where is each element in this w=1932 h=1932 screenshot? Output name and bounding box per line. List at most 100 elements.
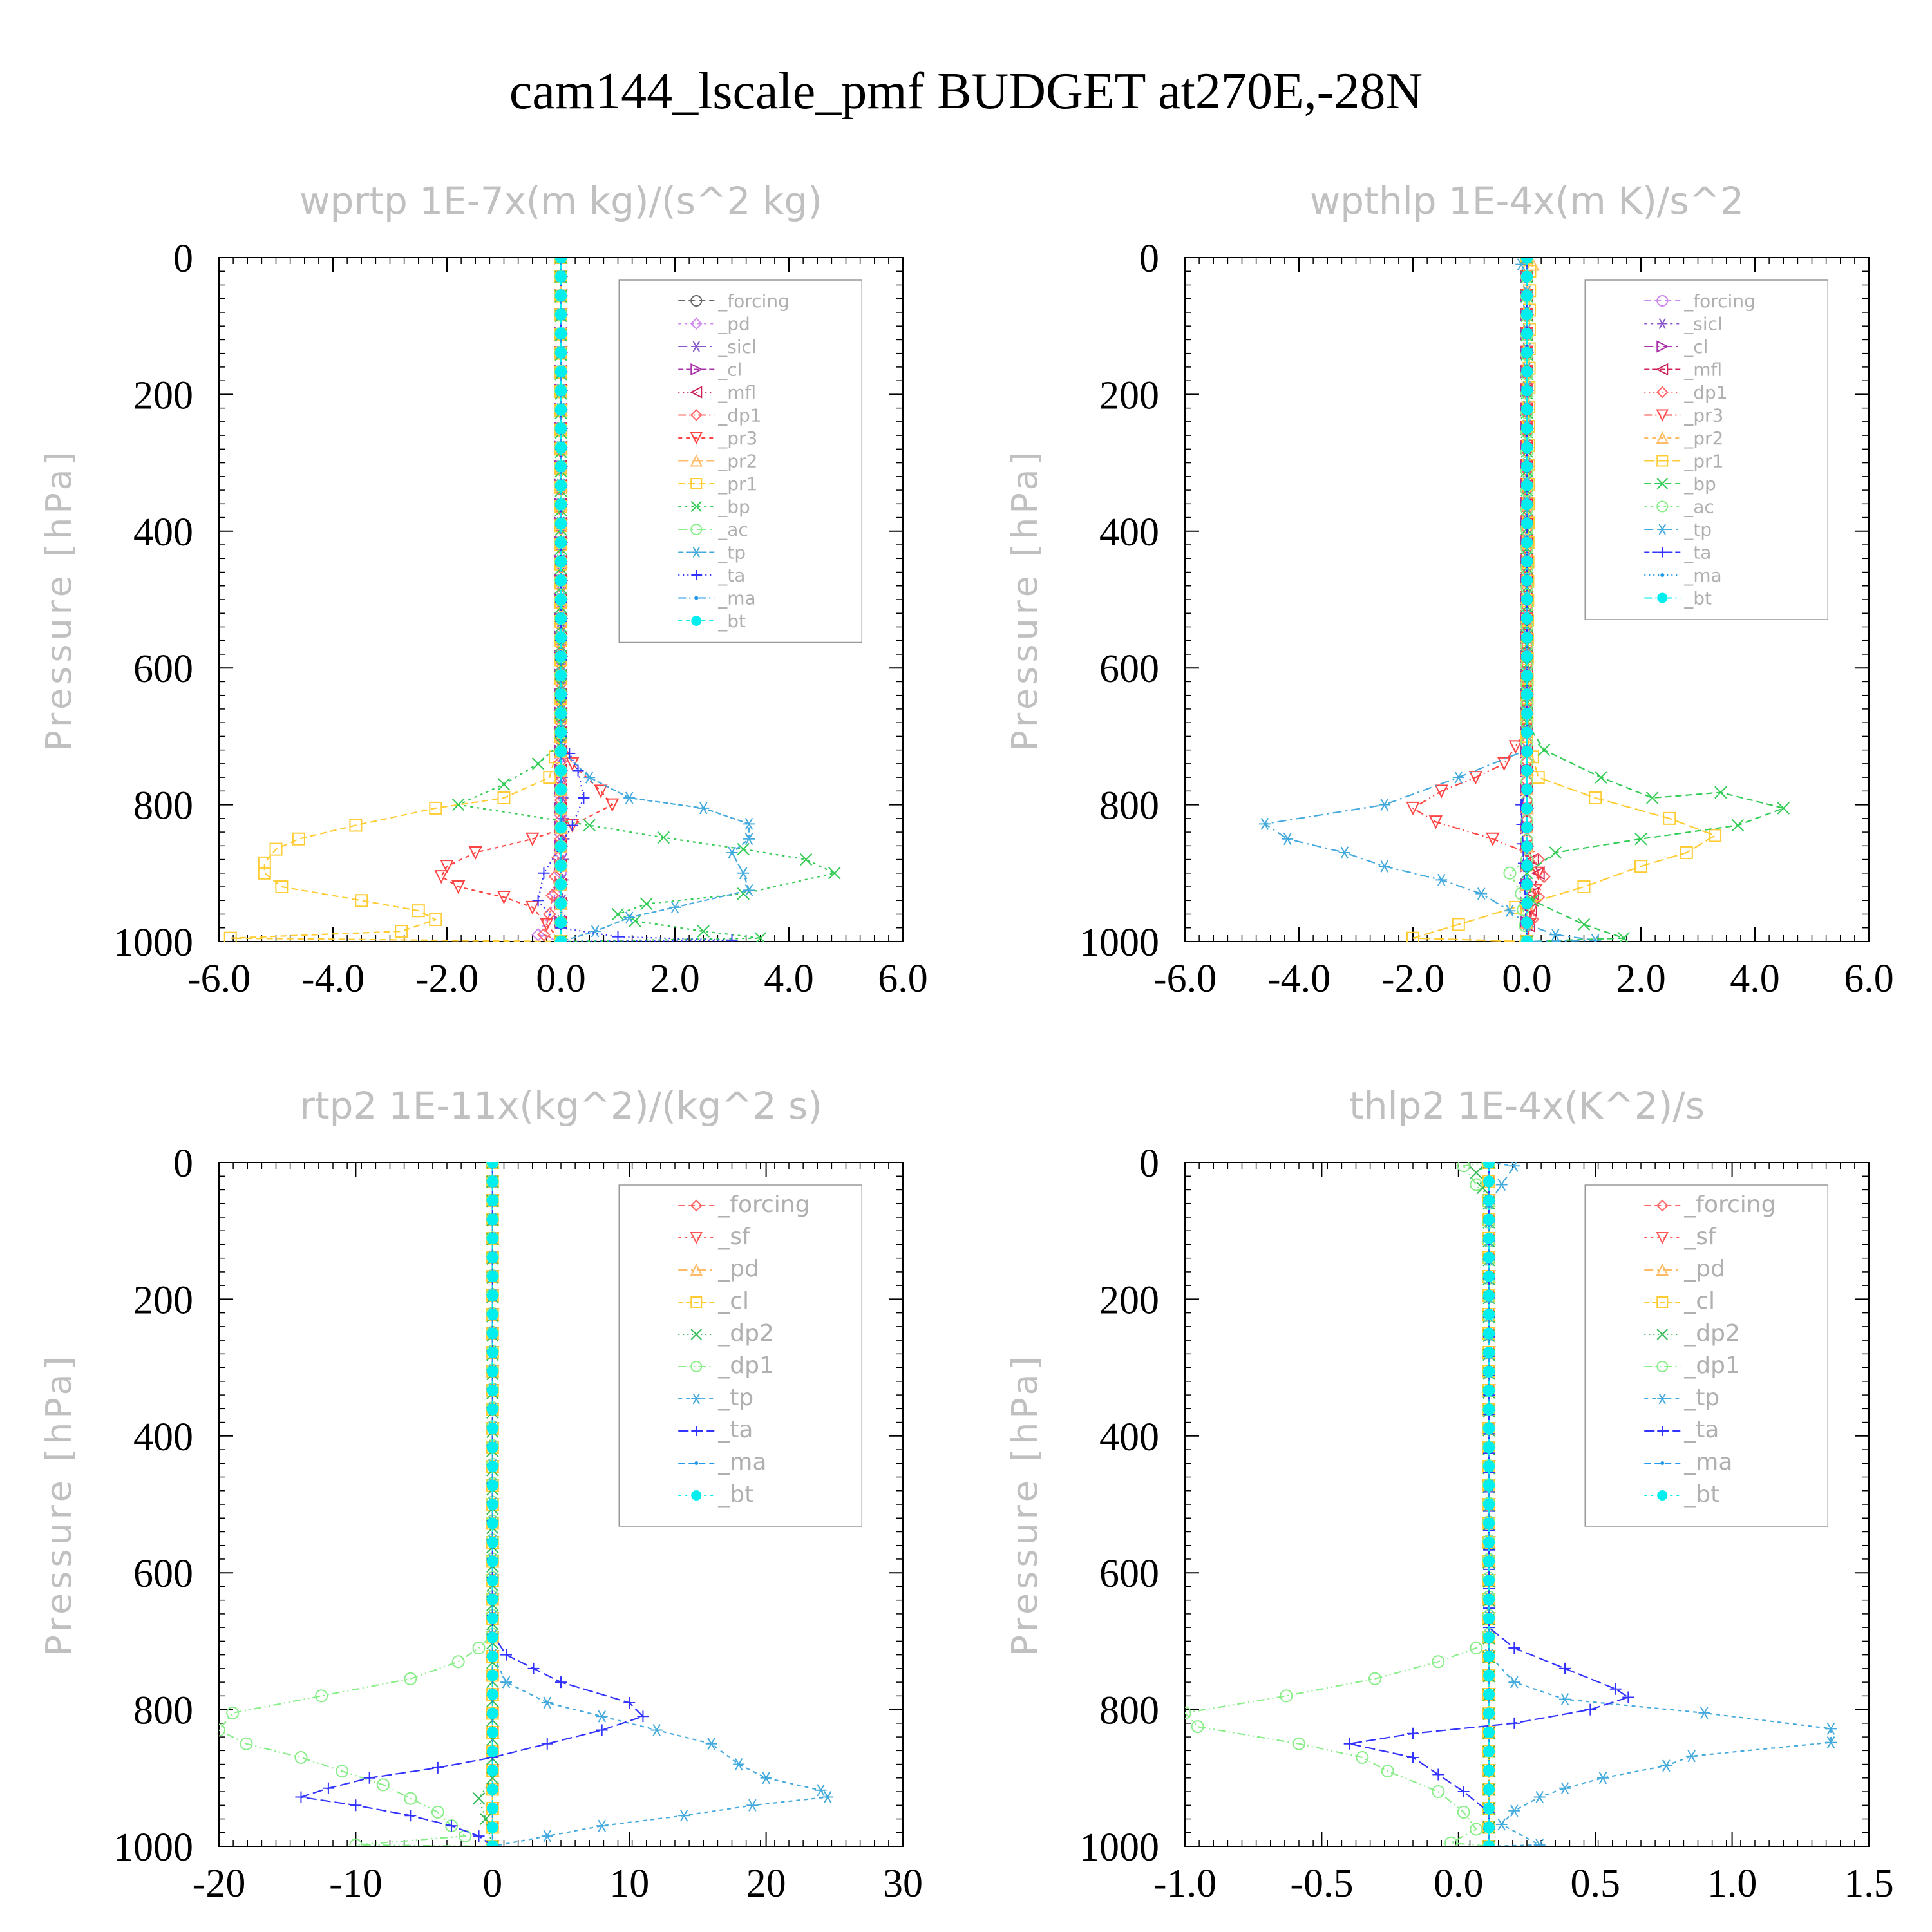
data-point — [486, 1765, 498, 1776]
y-tick-label: 1000 — [113, 921, 193, 965]
data-point — [1258, 817, 1271, 830]
data-point — [555, 574, 567, 587]
y-tick-label: 1000 — [1079, 1826, 1159, 1870]
data-point — [1521, 346, 1533, 359]
legend-marker — [1656, 455, 1669, 467]
data-point — [1191, 1720, 1204, 1734]
y-tick-label: 1000 — [1079, 921, 1159, 965]
y-axis-label: Pressure [hPa] — [1005, 1352, 1045, 1656]
data-point — [486, 1689, 498, 1700]
data-point — [1521, 556, 1533, 567]
data-point — [486, 1385, 498, 1396]
data-point — [555, 612, 567, 625]
legend: _forcing _sf _pd _cl _dp2 _dp1 _tp _ta _ma _bt — [618, 1184, 863, 1527]
data-point — [1577, 880, 1591, 894]
y-tick-label: 600 — [1099, 647, 1159, 691]
legend-label: _bp — [1683, 473, 1716, 495]
data-point — [705, 1738, 717, 1750]
legend-label: _mfl — [1683, 359, 1722, 381]
data-point — [1483, 1669, 1495, 1681]
chart-panel-2: wpthlp 1E-4x(m K)/s^2 Pressure [hPa] -6.0 -… — [1005, 179, 1894, 1001]
data-point — [1444, 1836, 1457, 1846]
y-axis-label: Pressure [hPa] — [39, 448, 79, 751]
legend-marker — [691, 570, 702, 580]
data-point — [1680, 846, 1693, 859]
data-point — [531, 757, 545, 770]
legend-marker — [1657, 592, 1668, 603]
x-tick-label: 0.5 — [1570, 1862, 1620, 1906]
data-point — [1483, 1613, 1495, 1624]
data-point — [486, 1289, 498, 1302]
data-point — [1483, 1461, 1495, 1472]
data-point — [555, 270, 567, 283]
data-point — [1521, 688, 1533, 701]
data-point — [322, 1782, 334, 1794]
legend-label: _dp2 — [717, 1320, 774, 1347]
legend-label: _bt — [717, 611, 746, 632]
data-point — [1508, 1676, 1520, 1689]
data-point — [1503, 866, 1517, 880]
data-point — [404, 1792, 417, 1805]
data-point — [1521, 878, 1533, 891]
legend-label: _pr3 — [717, 428, 757, 449]
data-point — [404, 1810, 417, 1822]
data-point — [486, 1517, 498, 1530]
data-point — [1521, 498, 1533, 511]
data-point — [1483, 1403, 1495, 1416]
legend-label: _ta — [1683, 1417, 1719, 1443]
legend-label: _pr3 — [1683, 405, 1723, 426]
legend-marker — [691, 341, 702, 352]
legend-marker — [1656, 1361, 1669, 1372]
data-point — [640, 897, 653, 911]
data-point — [1483, 1365, 1495, 1378]
data-point — [1483, 1745, 1495, 1757]
y-tick-label: 400 — [1099, 511, 1159, 554]
legend-marker — [690, 317, 703, 330]
x-tick-label: -20 — [193, 1862, 246, 1906]
data-point — [223, 931, 237, 942]
chart-panel-3: rtp2 1E-11x(kg^2)/(kg^2 s) Pressure [hPa]… — [39, 1084, 923, 1906]
legend-label: _sf — [1683, 1224, 1717, 1250]
legend-marker — [1657, 1393, 1668, 1405]
data-point — [1508, 740, 1522, 754]
data-point — [1549, 846, 1562, 859]
data-point — [555, 878, 567, 891]
legend-marker — [1657, 317, 1668, 330]
data-point — [799, 853, 813, 866]
data-point — [486, 1499, 498, 1510]
data-point — [1533, 1839, 1546, 1846]
data-point — [1685, 1750, 1698, 1763]
data-point — [486, 1162, 498, 1168]
y-tick-label: 600 — [133, 647, 193, 691]
data-point — [541, 1738, 553, 1750]
data-point — [1483, 1517, 1495, 1530]
x-tick-label: 30 — [883, 1862, 923, 1906]
x-tick-label: 1.0 — [1707, 1862, 1757, 1906]
data-point — [1495, 1818, 1508, 1831]
data-point — [486, 1593, 498, 1605]
data-point — [1521, 460, 1533, 473]
data-point — [486, 1669, 498, 1681]
series-bt — [555, 258, 567, 942]
data-point — [555, 384, 567, 397]
legend-marker — [690, 1263, 703, 1276]
data-point — [1483, 1651, 1495, 1662]
series-line — [536, 258, 562, 942]
x-tick-label: -6.0 — [1153, 957, 1217, 1001]
data-point — [1589, 934, 1602, 942]
data-point — [486, 1175, 498, 1188]
data-point — [486, 1403, 498, 1416]
data-point — [486, 1309, 498, 1320]
data-point — [1521, 632, 1533, 643]
data-point — [349, 819, 363, 832]
data-point — [486, 1365, 498, 1378]
data-point — [527, 1662, 540, 1674]
data-point — [1483, 1441, 1495, 1454]
data-point — [1521, 670, 1533, 681]
data-point — [1537, 743, 1551, 757]
data-point — [555, 594, 567, 605]
plot-area — [219, 1162, 834, 1846]
data-point — [486, 1537, 498, 1548]
legend-marker — [1656, 386, 1669, 399]
legend-marker — [1657, 1426, 1668, 1436]
